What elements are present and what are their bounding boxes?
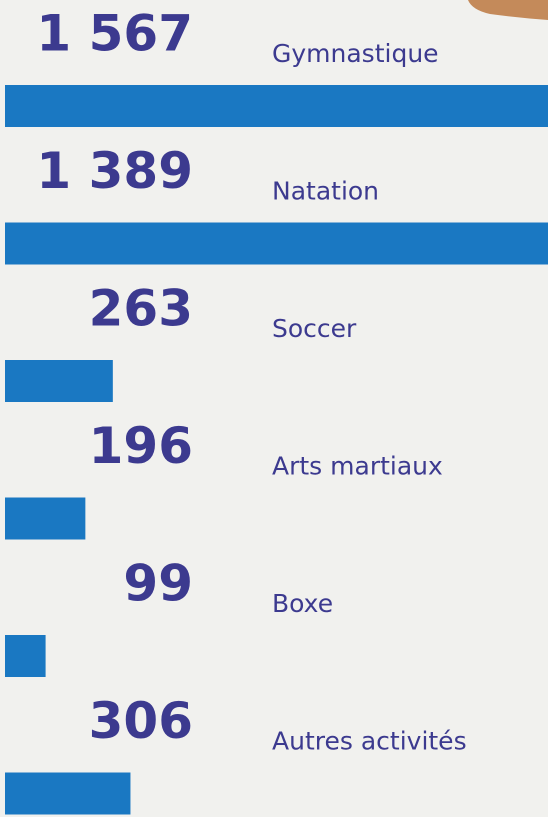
value-label: 196 [89,417,193,475]
value-label: 1 567 [36,5,193,63]
bar [5,223,548,265]
page: {"chart_data": {"type": "bar", "categori… [0,0,548,817]
value-label: 263 [89,280,193,338]
value-label: 99 [123,555,193,613]
category-label: Soccer [272,314,357,343]
bar [5,773,130,815]
bar [5,360,113,402]
value-label: 306 [89,692,193,750]
category-label: Natation [272,177,379,206]
category-label: Autres activités [272,727,467,756]
bar [5,85,548,127]
chart: 1 567 Gymnastique 1 389 Natation 263 Soccer 19… [0,0,548,817]
category-label: Boxe [272,589,333,618]
bar [5,498,85,540]
category-label: Arts martiaux [272,452,443,481]
bar [5,635,46,677]
value-label: 1 389 [36,142,193,200]
category-label: Gymnastique [272,39,439,68]
